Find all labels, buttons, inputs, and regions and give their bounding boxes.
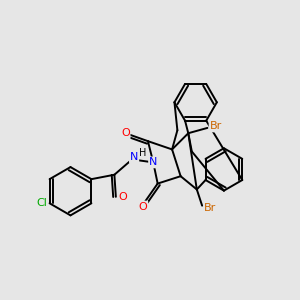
- Text: Br: Br: [209, 122, 222, 131]
- Text: N: N: [130, 152, 138, 162]
- Text: Cl: Cl: [36, 198, 47, 208]
- Text: O: O: [121, 128, 130, 138]
- Text: H: H: [139, 148, 146, 158]
- Text: O: O: [118, 192, 127, 202]
- Text: Br: Br: [204, 203, 217, 213]
- Text: N: N: [149, 158, 158, 167]
- Text: O: O: [139, 202, 147, 212]
